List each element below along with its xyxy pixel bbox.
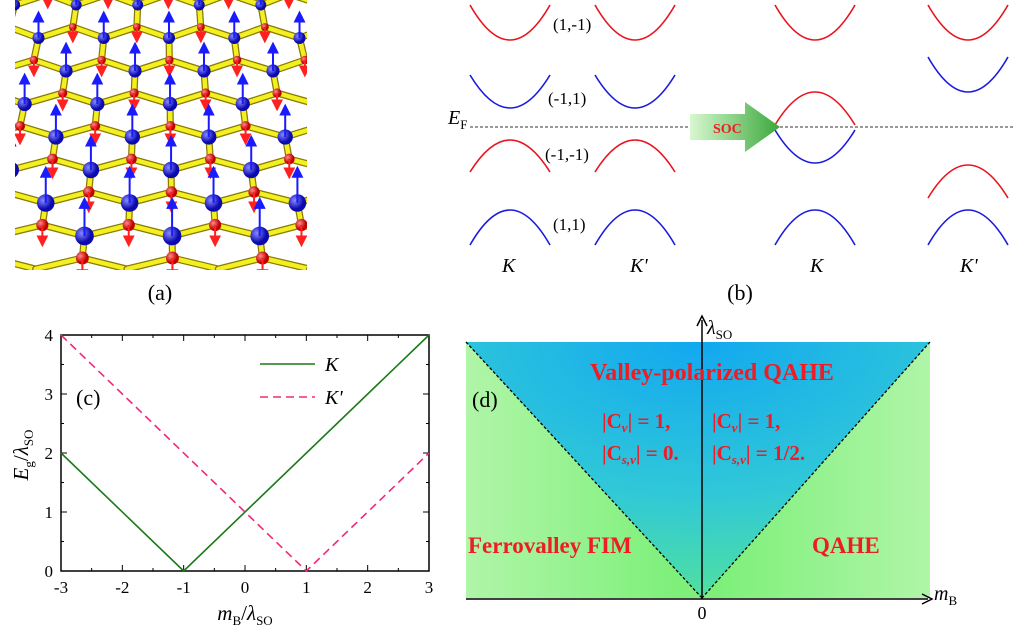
- svg-text:SOC: SOC: [713, 122, 742, 137]
- band-curve: [774, 4, 856, 41]
- band-curve: [594, 74, 676, 109]
- y-axis-label: λSO: [706, 317, 732, 342]
- x-tick-label: -1: [177, 578, 191, 597]
- y-tick-label: 3: [45, 385, 54, 404]
- region-qahe: QAHE: [812, 533, 880, 558]
- x-tick-label: 3: [425, 578, 434, 597]
- x-tick-label: 1: [302, 578, 311, 597]
- region-title: Valley-polarized QAHE: [590, 360, 834, 386]
- blue-atom: [70, 0, 82, 11]
- left-csv: |Cs,v| = 0.: [602, 441, 679, 467]
- blue-atom: [15, 0, 21, 11]
- band-curve: [594, 4, 676, 41]
- band-curve: [594, 209, 676, 246]
- honeycomb-lattice: [15, 0, 307, 270]
- band-curve: [469, 4, 551, 41]
- band-curve: [469, 74, 551, 109]
- band-curve: [774, 209, 856, 246]
- band-curve: [927, 56, 1009, 93]
- band-curve: [927, 164, 1009, 199]
- y-tick-label: 2: [45, 444, 54, 463]
- band-curve: [469, 209, 551, 246]
- band-label-4: (1,1): [553, 215, 586, 234]
- series-line-Kprime: [60, 334, 430, 573]
- series-line-K: [60, 334, 430, 573]
- x-tick-label: -3: [54, 578, 68, 597]
- x-tick-label: 0: [241, 578, 250, 597]
- y-axis-label: Eg/λSO: [9, 430, 36, 482]
- x-axis-label: mB/λSO: [217, 601, 272, 628]
- right-cv: |Cv| = 1,: [712, 409, 780, 435]
- blue-atom: [132, 0, 144, 11]
- band-diagram: [469, 4, 1009, 246]
- band-curve: [469, 139, 551, 173]
- legend-label-Kprime: K': [324, 387, 343, 409]
- y-tick-label: 4: [45, 326, 54, 345]
- band-label-1: (1,-1): [553, 15, 591, 34]
- panel-b-label: (b): [727, 280, 753, 305]
- panel-d-label: (d): [472, 387, 498, 412]
- blue-atom: [255, 0, 267, 11]
- band-curve: [774, 129, 856, 164]
- legend-label-K: K: [324, 354, 340, 376]
- y-tick-label: 0: [45, 562, 54, 581]
- blue-atom: [15, 162, 19, 178]
- band-curve: [594, 139, 676, 173]
- soc-arrow: SOC: [690, 102, 780, 152]
- panel-c-label: (c): [76, 385, 100, 410]
- right-csv: |Cs,v| = 1/2.: [712, 441, 805, 467]
- valley-label-K1: K: [501, 255, 517, 277]
- valley-label-Kp2: K': [959, 255, 978, 277]
- phase-boundary-right: [701, 341, 931, 599]
- valley-label-K2: K: [809, 255, 825, 277]
- band-curve: [927, 4, 1009, 41]
- x-axis-label: mB: [934, 583, 957, 608]
- y-tick-label: 1: [45, 503, 54, 522]
- valley-polarized-region: [466, 342, 930, 598]
- region-ferrovalley: Ferrovalley FIM: [468, 533, 632, 558]
- fermi-label: EF: [447, 107, 467, 132]
- x-tick-label: 2: [363, 578, 372, 597]
- phase-boundary-left: [465, 341, 703, 599]
- band-curve: [927, 209, 1009, 246]
- band-label-3: (-1,-1): [545, 145, 589, 164]
- panel-a-label: (a): [148, 280, 172, 305]
- band-curve: [774, 91, 856, 126]
- left-cv: |Cv| = 1,: [602, 409, 670, 435]
- band-label-2: (-1,1): [548, 89, 586, 108]
- origin-label: 0: [698, 603, 707, 623]
- valley-label-Kp1: K': [629, 255, 648, 277]
- blue-atom: [193, 0, 205, 11]
- x-tick-label: -2: [115, 578, 129, 597]
